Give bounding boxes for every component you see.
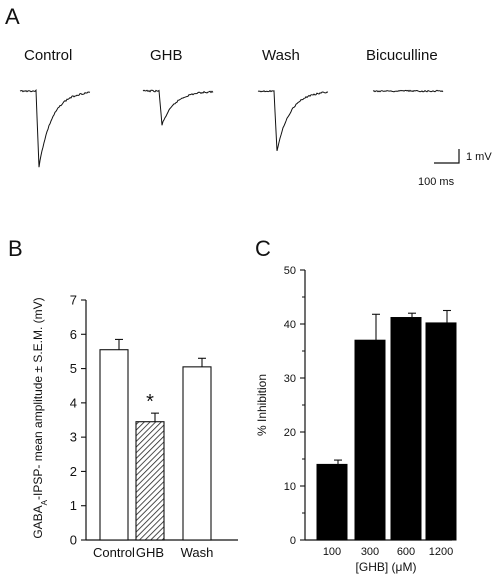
chart-c-bar-300 — [354, 339, 386, 541]
chart-c-ytick-label: 20 — [284, 427, 296, 439]
trace-label-control: Control — [24, 47, 73, 64]
chart-b-significance-marker: * — [146, 391, 154, 413]
chart-c-bar-600 — [390, 317, 422, 541]
trace-label-bicuculline: Bicuculline — [366, 47, 438, 64]
chart-c-ytick-label: 40 — [284, 319, 296, 331]
chart-b-ytick-label: 4 — [70, 395, 77, 410]
chart-b-bar-control — [99, 349, 129, 541]
chart-c-ytick-label: 10 — [284, 481, 296, 493]
chart-b-ytick-label: 7 — [70, 293, 77, 308]
trace-ghb — [142, 89, 214, 126]
chart-b-xtick-label: Control — [93, 545, 135, 560]
panel-b-letter: B — [8, 236, 23, 261]
chart-b-ytick-label: 0 — [70, 533, 77, 548]
chart-b-ytick-label: 3 — [70, 430, 77, 445]
panel-a-letter: A — [5, 4, 20, 29]
chart-b-ylabel: GABAA-IPSP- mean amplitude ± S.E.M. (mV) — [31, 297, 49, 538]
chart-b-bar-wash — [182, 366, 212, 541]
trace-label-wash: Wash — [262, 47, 300, 64]
chart-c-xtick-label: 600 — [397, 546, 415, 558]
trace-wash — [257, 89, 329, 152]
chart-b-ytick-label: 6 — [70, 327, 77, 342]
chart-c-ytick-label: 0 — [290, 535, 296, 547]
chart-c-xtick-label: 100 — [323, 546, 341, 558]
chart-b-xtick-label: Wash — [181, 545, 214, 560]
trace-control — [19, 88, 91, 168]
chart-c-ytick-label: 30 — [284, 373, 296, 385]
trace-label-ghb: GHB — [150, 47, 183, 64]
chart-b-bar-ghb — [135, 421, 165, 541]
chart-c-ytick-label: 50 — [284, 265, 296, 277]
chart-c-xtick-label: 300 — [361, 546, 379, 558]
scale-bar-voltage-label: 1 mV — [466, 151, 492, 163]
chart-c-bar-1200 — [425, 322, 457, 541]
chart-b-ytick-label: 1 — [70, 498, 77, 513]
panel-c-letter: C — [255, 236, 271, 261]
trace-bicuculline — [372, 89, 444, 93]
scale-bar-time-label: 100 ms — [418, 176, 455, 188]
chart-b-ytick-label: 5 — [70, 361, 77, 376]
chart-b-xtick-label: GHB — [136, 545, 164, 560]
scale-bar — [434, 149, 460, 164]
chart-c-bar-100 — [316, 463, 348, 541]
chart-b-ytick-label: 2 — [70, 464, 77, 479]
chart-c-ylabel: % Inhibition — [255, 374, 269, 436]
chart-c-xtick-label: 1200 — [429, 546, 453, 558]
chart-c-xlabel: [GHB] (μM) — [356, 560, 417, 574]
